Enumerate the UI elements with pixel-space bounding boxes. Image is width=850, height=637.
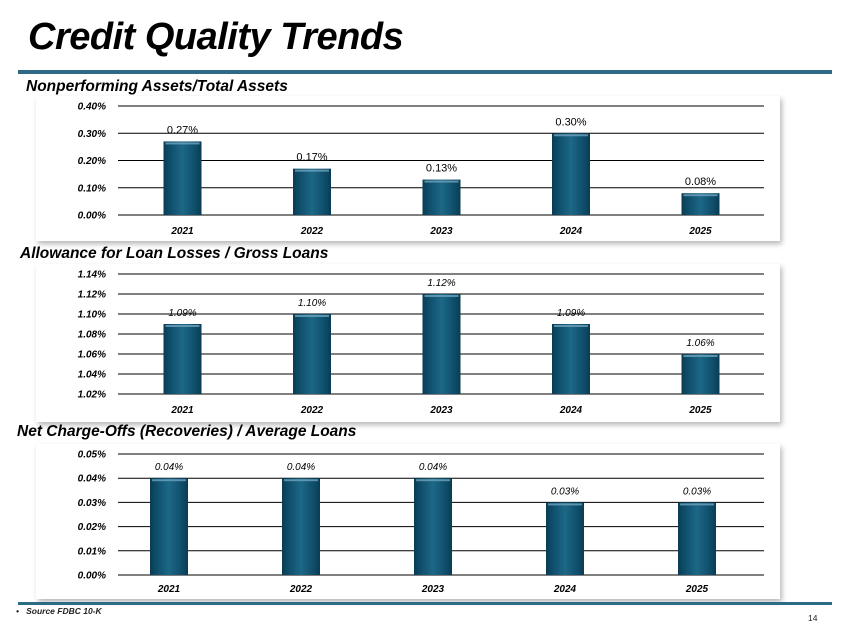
bar-2025 (681, 193, 720, 215)
data-label-2021: 0.04% (155, 462, 183, 473)
y-tick-label: 1.08% (78, 330, 106, 341)
y-tick-label: 1.06% (78, 350, 106, 361)
y-tick-label: 1.10% (78, 310, 106, 321)
footnote-text: Source FDBC 10-K (26, 606, 102, 616)
data-label-2023: 0.13% (426, 163, 457, 175)
y-tick-label: 0.01% (78, 546, 106, 557)
data-label-2021: 1.09% (168, 308, 196, 319)
bar-2024 (552, 324, 590, 394)
bar-2023 (422, 294, 461, 394)
category-label-2025: 2025 (685, 584, 709, 595)
chart-panel-allowance-loan-losses: 1.02% 1.04% 1.06% 1.08% 1.10% 1.12% 1.14% 1.09%… (36, 264, 780, 422)
y-tick-label: 0.10% (78, 183, 106, 194)
bar-highlight (416, 479, 450, 482)
chart-nonperforming-assets: 0.00% 0.10% 0.20% 0.30% 0.40% 0.27% 2021 0.17% 2… (78, 102, 764, 237)
data-label-2024: 0.30% (555, 116, 586, 128)
bar-2025 (681, 354, 720, 394)
bar-highlight (548, 503, 582, 506)
y-tick-label: 1.14% (78, 270, 106, 281)
source-footnote: • Source FDBC 10-K (16, 606, 102, 616)
bar-2022 (293, 168, 331, 215)
category-label-2025: 2025 (688, 405, 712, 416)
bar-highlight (554, 325, 588, 327)
data-label-2024: 0.03% (551, 486, 579, 497)
bar-2021 (150, 478, 188, 575)
bar-2024 (546, 502, 584, 575)
y-tick-label: 0.20% (78, 156, 106, 167)
bar-2024 (552, 133, 590, 215)
category-label-2023: 2023 (421, 584, 445, 595)
category-label-2022: 2022 (289, 584, 313, 595)
chart-panel-net-charge-offs: 0.00% 0.01% 0.02% 0.03% 0.04% 0.05% 0.04% 2021 0… (36, 444, 780, 599)
category-label-2021: 2021 (170, 226, 194, 237)
bar-highlight (165, 325, 200, 327)
data-label-2025: 1.06% (686, 338, 714, 349)
data-label-2025: 0.03% (683, 486, 711, 497)
bar-2022 (282, 478, 320, 575)
category-label-2022: 2022 (300, 405, 324, 416)
data-label-2023: 0.04% (419, 462, 447, 473)
chart-net-charge-offs: 0.00% 0.01% 0.02% 0.03% 0.04% 0.05% 0.04% 2021 0… (78, 450, 764, 595)
bar-highlight (683, 194, 718, 197)
page-number: 14 (808, 613, 818, 623)
data-label-2022: 0.04% (287, 462, 315, 473)
category-label-2021: 2021 (170, 405, 194, 416)
title-divider (18, 70, 832, 74)
category-label-2024: 2024 (559, 405, 583, 416)
category-label-2021: 2021 (157, 584, 181, 595)
bar-highlight (165, 142, 200, 145)
footnote-bullet: • (16, 606, 19, 616)
bar-2025 (678, 502, 716, 575)
y-tick-label: 0.05% (78, 450, 106, 461)
bar-highlight (295, 315, 329, 317)
category-label-2023: 2023 (429, 405, 453, 416)
data-label-2024: 1.09% (557, 308, 585, 319)
bar-highlight (295, 169, 329, 172)
y-tick-label: 0.30% (78, 129, 106, 140)
bar-highlight (554, 134, 588, 137)
page-title: Credit Quality Trends (28, 16, 404, 58)
category-label-2024: 2024 (553, 584, 577, 595)
bar-2023 (422, 179, 461, 215)
y-tick-label: 0.00% (78, 571, 106, 582)
y-tick-label: 0.00% (78, 211, 106, 222)
y-tick-label: 0.40% (78, 102, 106, 113)
y-tick-label: 0.02% (78, 522, 106, 533)
y-tick-label: 1.02% (78, 390, 106, 401)
y-tick-label: 1.04% (78, 370, 106, 381)
bar-highlight (424, 295, 459, 297)
data-label-2022: 0.17% (296, 152, 327, 164)
chart-title-allowance-loan-losses: Allowance for Loan Losses / Gross Loans (20, 245, 329, 262)
category-label-2024: 2024 (559, 226, 583, 237)
bar-highlight (424, 180, 459, 183)
chart-allowance-loan-losses: 1.02% 1.04% 1.06% 1.08% 1.10% 1.12% 1.14% 1.09%… (78, 270, 764, 416)
category-label-2022: 2022 (300, 226, 324, 237)
bar-2023 (414, 478, 452, 575)
y-tick-label: 1.12% (78, 290, 106, 301)
bar-highlight (284, 479, 318, 482)
category-label-2023: 2023 (429, 226, 453, 237)
bar-2022 (293, 314, 331, 394)
bar-highlight (680, 503, 714, 506)
bar-2021 (163, 324, 202, 394)
chart-title-nonperforming-assets: Nonperforming Assets/Total Assets (26, 78, 288, 95)
y-tick-label: 0.04% (78, 474, 106, 485)
bar-2021 (163, 141, 202, 215)
y-tick-label: 0.03% (78, 498, 106, 509)
category-label-2025: 2025 (688, 226, 712, 237)
chart-title-net-charge-offs: Net Charge-Offs (Recoveries) / Average L… (17, 423, 357, 440)
data-label-2022: 1.10% (298, 298, 326, 309)
footer-divider (18, 602, 832, 605)
data-label-2025: 0.08% (685, 176, 716, 188)
chart-panel-nonperforming-assets: 0.00% 0.10% 0.20% 0.30% 0.40% 0.27% 2021 0.17% 2… (36, 96, 780, 241)
bar-highlight (683, 355, 718, 357)
bar-highlight (152, 479, 186, 482)
data-label-2021: 0.27% (167, 124, 198, 136)
data-label-2023: 1.12% (427, 278, 455, 289)
